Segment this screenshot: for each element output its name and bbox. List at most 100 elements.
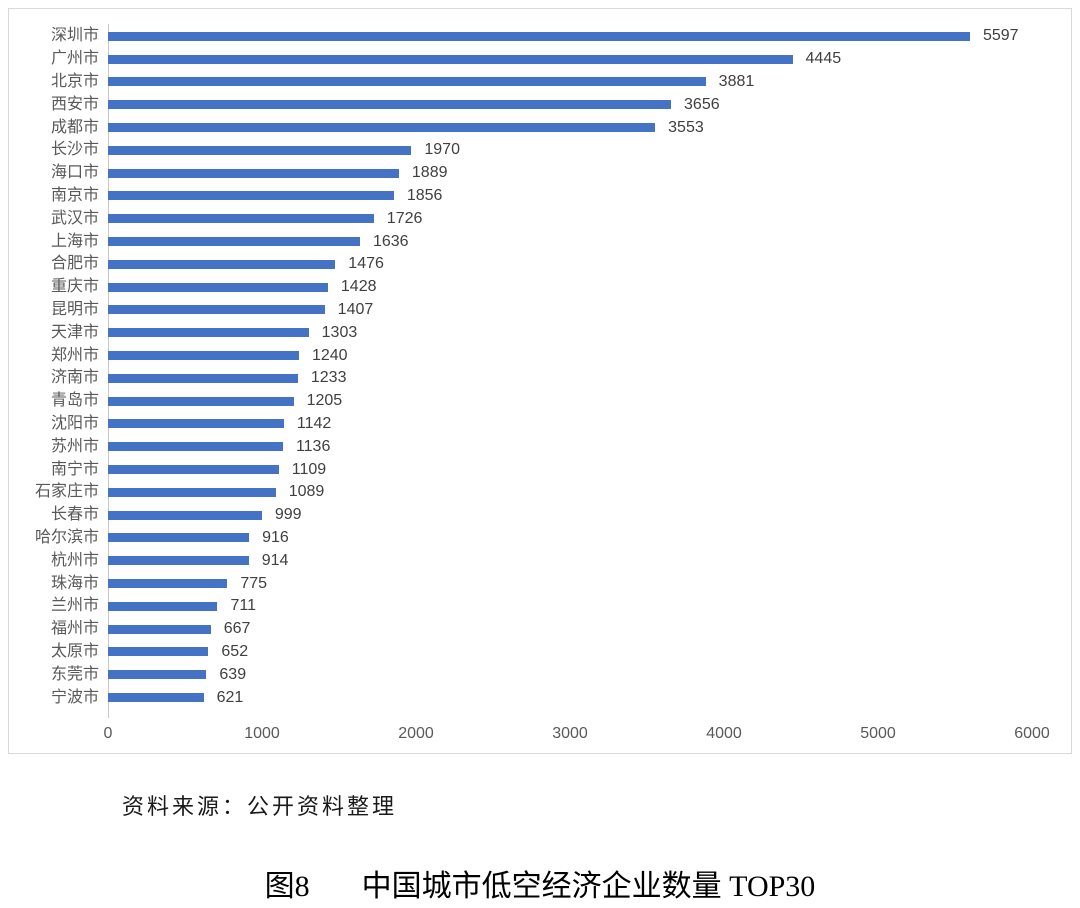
- bar: [108, 647, 209, 657]
- x-axis-tick-label: 4000: [706, 725, 742, 742]
- bar: [108, 77, 706, 87]
- value-label: 1428: [340, 278, 377, 296]
- category-label: 石家庄市: [34, 483, 99, 501]
- category-label: 福州市: [50, 620, 99, 638]
- value-label: 1856: [406, 186, 443, 204]
- chart-row: 济南市 1233: [9, 367, 1071, 390]
- x-axis-tick-label: 2000: [398, 725, 434, 742]
- x-axis-tick-label: 1000: [244, 725, 280, 742]
- chart-row: 南京市 1856: [9, 185, 1071, 208]
- bar: [108, 442, 283, 452]
- category-label: 武汉市: [50, 209, 99, 227]
- category-label: 合肥市: [50, 255, 99, 273]
- bar: [108, 670, 207, 680]
- value-label: 3656: [684, 95, 720, 113]
- chart-row: 南宁市 1109: [9, 458, 1071, 481]
- chart-row: 郑州市 1240: [9, 344, 1071, 367]
- chart-row: 石家庄市 1089: [9, 481, 1071, 504]
- category-label: 北京市: [50, 72, 99, 90]
- category-label: 长春市: [50, 506, 99, 524]
- chart-row: 沈阳市 1142: [9, 413, 1071, 436]
- chart-rows: 深圳市 5597 广州市 4445 北京市 3881 西安市 3656 成都市 3553 长沙市 19…: [9, 25, 1071, 709]
- chart-row: 太原市 652: [9, 641, 1071, 664]
- value-label: 1726: [386, 209, 423, 227]
- bar: [108, 510, 262, 520]
- x-axis-tick-label: 5000: [860, 725, 896, 742]
- value-label: 3881: [718, 72, 755, 90]
- category-label: 广州市: [50, 50, 99, 68]
- bar: [108, 556, 249, 566]
- bar: [108, 31, 970, 41]
- category-label: 杭州市: [50, 551, 99, 569]
- bar: [108, 373, 298, 383]
- value-label: 1407: [337, 300, 374, 318]
- category-label: 长沙市: [50, 141, 99, 159]
- value-label: 914: [261, 551, 289, 569]
- value-label: 1240: [311, 346, 348, 364]
- bar: [108, 579, 228, 589]
- category-label: 苏州市: [50, 437, 99, 455]
- bar: [108, 351, 299, 361]
- chart-row: 武汉市 1726: [9, 207, 1071, 230]
- value-label: 652: [221, 642, 249, 660]
- category-label: 宁波市: [50, 688, 99, 706]
- bar-chart: 深圳市 5597 广州市 4445 北京市 3881 西安市 3656 成都市 3553 长沙市 19…: [8, 8, 1072, 754]
- value-label: 621: [216, 688, 244, 706]
- chart-row: 天津市 1303: [9, 321, 1071, 344]
- chart-row: 兰州市 711: [9, 595, 1071, 618]
- chart-row: 苏州市 1136: [9, 435, 1071, 458]
- category-label: 郑州市: [50, 346, 99, 364]
- value-label: 916: [262, 528, 289, 546]
- category-label: 海口市: [50, 164, 99, 182]
- bar: [108, 305, 325, 315]
- y-axis-line: [108, 24, 109, 718]
- bar: [108, 465, 279, 475]
- category-label: 东莞市: [50, 665, 99, 683]
- value-label: 1109: [291, 460, 327, 478]
- bar: [108, 419, 284, 429]
- bar: [108, 237, 360, 247]
- bar: [108, 191, 394, 201]
- chart-row: 长春市 999: [9, 504, 1071, 527]
- chart-row: 北京市 3881: [9, 71, 1071, 94]
- chart-row: 东莞市 639: [9, 663, 1071, 686]
- figure-caption: 图8 中国城市低空经济企业数量 TOP30: [0, 861, 1080, 905]
- value-label: 1233: [310, 369, 347, 387]
- category-label: 上海市: [50, 232, 99, 250]
- category-label: 太原市: [50, 642, 99, 660]
- value-label: 775: [240, 574, 268, 592]
- chart-row: 成都市 3553: [9, 116, 1071, 139]
- value-label: 1636: [372, 232, 409, 250]
- bar: [108, 601, 218, 611]
- bar: [108, 624, 211, 634]
- value-label: 1303: [321, 323, 358, 341]
- category-label: 昆明市: [50, 300, 99, 318]
- chart-row: 重庆市 1428: [9, 276, 1071, 299]
- chart-row: 西安市 3656: [9, 93, 1071, 116]
- bar: [108, 487, 276, 497]
- chart-row: 长沙市 1970: [9, 139, 1071, 162]
- chart-row: 合肥市 1476: [9, 253, 1071, 276]
- value-label: 1970: [424, 141, 460, 159]
- bar: [108, 54, 793, 64]
- figure-caption-number: 图8: [264, 870, 310, 903]
- chart-row: 珠海市 775: [9, 572, 1071, 595]
- figure-caption-title: 中国城市低空经济企业数量 TOP30: [361, 870, 816, 903]
- chart-row: 哈尔滨市 916: [9, 527, 1071, 550]
- chart-row: 海口市 1889: [9, 162, 1071, 185]
- value-label: 3553: [668, 118, 704, 136]
- chart-row: 广州市 4445: [9, 48, 1071, 71]
- chart-row: 上海市 1636: [9, 230, 1071, 253]
- category-label: 成都市: [50, 118, 99, 136]
- chart-row: 青岛市 1205: [9, 390, 1071, 413]
- category-label: 沈阳市: [50, 414, 99, 432]
- bar: [108, 214, 374, 224]
- value-label: 1089: [288, 483, 325, 501]
- category-label: 济南市: [50, 369, 99, 387]
- category-label: 珠海市: [50, 574, 99, 592]
- x-axis: 0 1000 2000 3000 4000 5000 6000: [104, 723, 1050, 745]
- bar: [108, 533, 250, 543]
- bar: [108, 282, 328, 292]
- value-label: 5597: [982, 27, 1019, 45]
- source-note: 资料来源：公开资料整理: [122, 794, 398, 819]
